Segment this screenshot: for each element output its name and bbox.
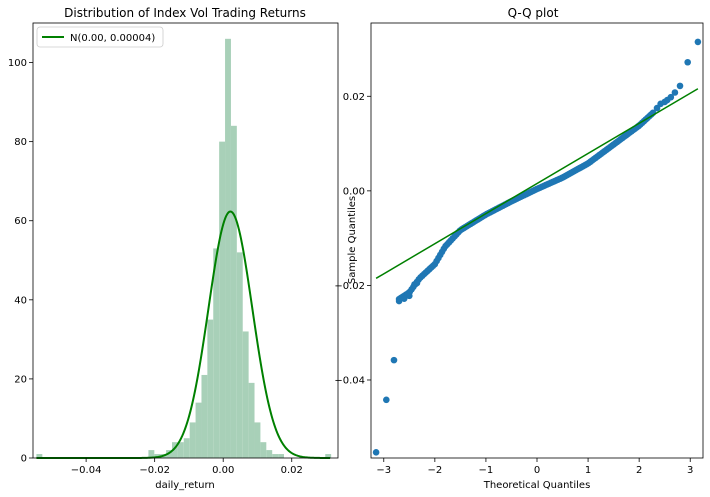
qq-point bbox=[372, 449, 380, 456]
histogram-frame bbox=[32, 22, 339, 459]
histogram-bar bbox=[219, 141, 226, 459]
qq-title: Q-Q plot bbox=[508, 6, 559, 20]
histogram-bar bbox=[248, 382, 255, 458]
histogram-bar bbox=[213, 248, 220, 458]
x-tick-label: −1 bbox=[479, 465, 494, 476]
normal-fit-curve bbox=[36, 210, 331, 459]
histogram-bar bbox=[254, 422, 261, 458]
histogram-bar bbox=[207, 319, 214, 458]
qq-point bbox=[684, 58, 691, 66]
histogram-x-ticks: −0.04 −0.02 0.00 0.02 bbox=[71, 458, 303, 476]
y-tick-label: −0.02 bbox=[334, 281, 365, 292]
histogram-panel: Distribution of Index Vol Trading Return… bbox=[8, 6, 339, 491]
histogram-bar bbox=[36, 454, 43, 458]
y-tick-label: 0.02 bbox=[343, 92, 365, 103]
histogram-bar bbox=[260, 442, 267, 458]
qq-point bbox=[390, 356, 398, 364]
qq-point bbox=[671, 89, 679, 96]
legend: N(0.00, 0.00004) bbox=[36, 26, 164, 48]
x-tick-label: 3 bbox=[687, 465, 693, 476]
y-tick-label: 0 bbox=[21, 454, 27, 465]
histogram-bar bbox=[154, 454, 161, 458]
qq-point bbox=[383, 396, 390, 404]
histogram-bar bbox=[148, 450, 155, 458]
histogram-bar bbox=[236, 252, 243, 458]
qq-frame bbox=[370, 22, 704, 459]
qq-point bbox=[413, 279, 421, 287]
histogram-bar bbox=[272, 454, 279, 458]
histogram-bar bbox=[225, 38, 231, 459]
histogram-bar bbox=[189, 422, 196, 458]
histogram-title: Distribution of Index Vol Trading Return… bbox=[64, 6, 306, 20]
x-tick-label: 0 bbox=[534, 465, 540, 476]
histogram-bar bbox=[325, 454, 332, 458]
qq-point bbox=[676, 82, 684, 90]
x-tick-label: −0.04 bbox=[71, 465, 102, 476]
histogram-bar bbox=[177, 442, 184, 458]
qq-point bbox=[400, 295, 408, 302]
x-tick-label: 0.02 bbox=[281, 465, 303, 476]
qq-point bbox=[395, 297, 403, 305]
histogram-bar bbox=[266, 450, 273, 458]
x-tick-label: −0.02 bbox=[139, 465, 170, 476]
x-tick-label: 1 bbox=[585, 465, 591, 476]
y-tick-label: 80 bbox=[14, 137, 27, 148]
histogram-bar bbox=[195, 402, 202, 458]
legend-entry: N(0.00, 0.00004) bbox=[70, 33, 155, 44]
histogram-bars bbox=[36, 38, 332, 459]
qq-y-label: Sample Quantiles bbox=[347, 196, 358, 284]
qq-x-ticks: −3 −2 −1 0 1 2 3 bbox=[376, 458, 693, 476]
x-tick-label: −2 bbox=[427, 465, 442, 476]
qq-x-label: Theoretical Quantiles bbox=[483, 480, 591, 491]
y-tick-label: 60 bbox=[14, 216, 27, 227]
qq-point bbox=[694, 38, 702, 46]
y-tick-label: −0.04 bbox=[334, 375, 365, 386]
histogram-bar bbox=[171, 442, 178, 458]
histogram-bar bbox=[183, 438, 190, 458]
y-tick-label: 40 bbox=[14, 295, 27, 306]
y-tick-label: 20 bbox=[14, 374, 27, 385]
qq-y-ticks: −0.04 −0.02 0.00 0.02 bbox=[334, 92, 371, 386]
y-tick-label: 0.00 bbox=[343, 186, 365, 197]
histogram-bar bbox=[201, 374, 208, 458]
histogram-x-label: daily_return bbox=[155, 480, 215, 491]
histogram-bar bbox=[230, 125, 237, 459]
qq-point bbox=[406, 292, 413, 300]
histogram-bar bbox=[242, 331, 249, 458]
qq-reference-line bbox=[375, 88, 699, 279]
qq-point bbox=[667, 93, 675, 101]
x-tick-label: −3 bbox=[376, 465, 391, 476]
x-tick-label: 0.00 bbox=[212, 465, 234, 476]
legend-box bbox=[36, 26, 164, 48]
histogram-y-ticks: 0 20 40 60 80 100 bbox=[8, 58, 33, 465]
y-tick-label: 100 bbox=[8, 58, 27, 69]
qq-points bbox=[372, 38, 702, 456]
histogram-bar bbox=[278, 454, 284, 458]
x-tick-label: 2 bbox=[636, 465, 642, 476]
qq-panel: Q-Q plot −3 −2 −1 0 1 2 3 −0.04 −0.02 0.00 0.02 T… bbox=[334, 6, 704, 491]
